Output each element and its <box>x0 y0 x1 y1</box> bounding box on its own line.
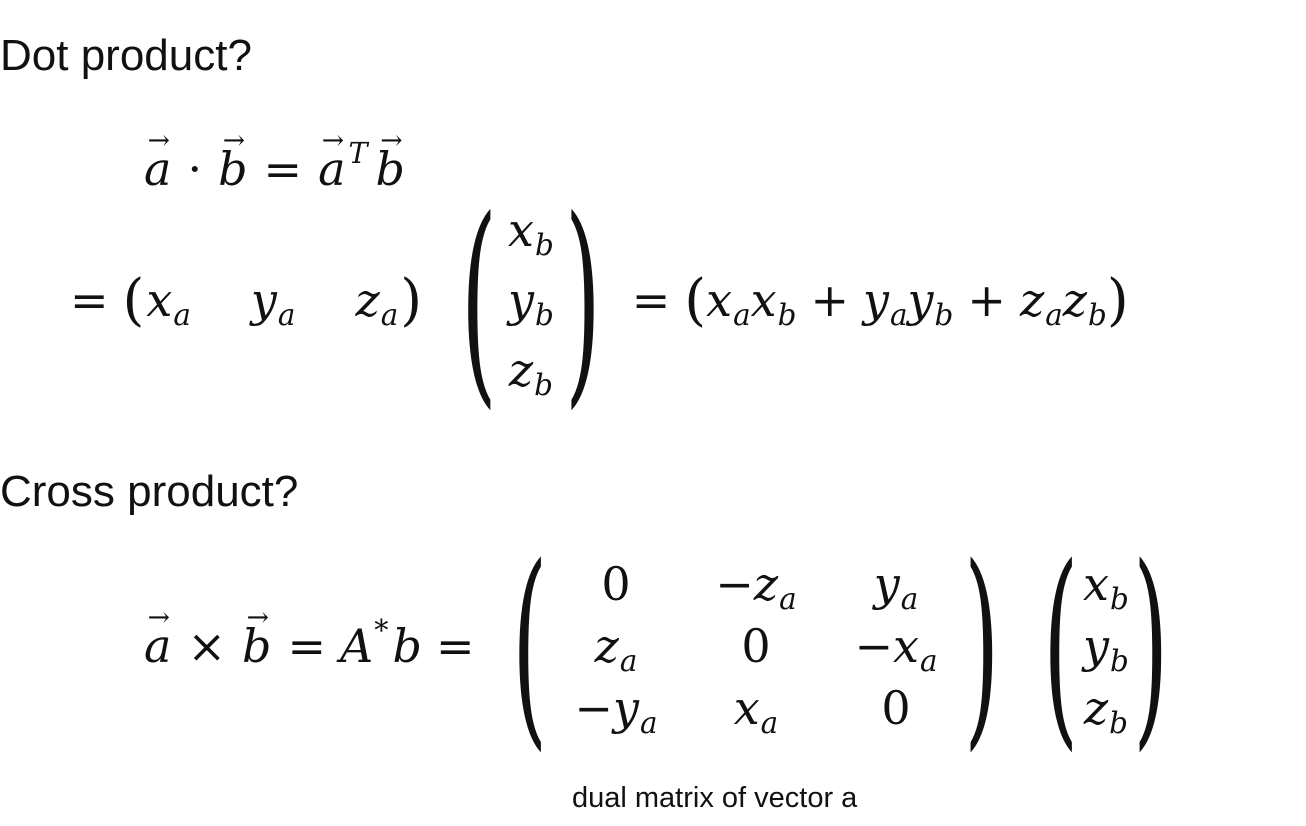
right-paren: ) <box>564 172 601 428</box>
vector-b: b <box>240 619 273 673</box>
dot-product-heading: Dot product? <box>0 31 252 80</box>
matrix-cell: −ya <box>574 681 658 741</box>
cross-product-heading: Cross product? <box>0 467 299 516</box>
matrix-cell: za <box>594 619 638 679</box>
times-operator: × <box>187 619 226 673</box>
column-vector-b: xb yb zb <box>1082 553 1129 741</box>
dot-product-expansion: = ( xa ya za ) ( xb yb zb ) = ( xaxb + y… <box>70 186 1129 414</box>
vector-b-plain: b <box>392 619 422 673</box>
matrix-cell: ya <box>873 557 919 617</box>
matrix-cell: xa <box>733 681 779 741</box>
dot-operator: · <box>187 142 203 196</box>
star-superscript: * <box>374 613 389 647</box>
matrix-cell: 0 <box>601 557 631 611</box>
left-paren: ( <box>461 172 498 428</box>
vector-a: a <box>142 142 173 196</box>
right-paren: ) <box>400 267 423 333</box>
column-vector-b: xb yb zb <box>508 195 554 405</box>
equals-sign: = <box>263 142 303 196</box>
plus-sign: + <box>810 273 849 327</box>
dot-product-definition: a · b = aT b <box>142 137 407 196</box>
cell-yb: yb <box>508 273 554 333</box>
right-paren: ) <box>1106 267 1129 333</box>
matrix-cell: −za <box>715 557 797 617</box>
expansion-term-y: yayb <box>862 273 954 333</box>
cell-zb: zb <box>1083 681 1128 741</box>
left-paren: ( <box>512 521 548 770</box>
vector-a: a <box>316 142 347 196</box>
left-paren: ( <box>122 267 145 333</box>
plus-sign: + <box>967 273 1006 327</box>
cell-xb: xb <box>508 203 554 263</box>
vector-b: b <box>216 142 249 196</box>
left-paren: ( <box>684 267 707 333</box>
cell-zb: zb <box>508 343 553 403</box>
expansion-term-z: zazb <box>1019 273 1107 333</box>
cell-yb: yb <box>1082 619 1129 679</box>
cell-xb: xb <box>1083 557 1129 617</box>
equals-sign: = <box>435 619 475 673</box>
equals-sign: = <box>631 273 671 327</box>
equals-sign: = <box>70 273 109 327</box>
row-vector-a: xa ya za <box>144 273 400 333</box>
transpose-superscript: T <box>348 136 368 170</box>
dual-matrix: 0 −za ya za 0 −xa −ya xa 0 <box>546 553 966 741</box>
vector-a: a <box>142 619 173 673</box>
matrix-cell: −xa <box>854 619 938 679</box>
vector-b: b <box>374 142 407 196</box>
cell-xa: xa <box>146 273 191 333</box>
matrix-cell: 0 <box>881 681 911 735</box>
cell-za: za <box>355 273 399 333</box>
right-paren: ) <box>964 521 1000 770</box>
dual-matrix-caption: dual matrix of vector a <box>572 782 858 814</box>
equals-sign: = <box>287 619 326 673</box>
matrix-cell: 0 <box>741 619 771 673</box>
cell-ya: ya <box>250 273 296 333</box>
dual-matrix-symbol: A <box>339 619 374 673</box>
right-paren: ) <box>1133 521 1169 770</box>
cross-product-definition: a × b = A*b = ( 0 −za ya za 0 −xa −ya xa… <box>142 538 1192 754</box>
expansion-term-x: xaxb <box>706 273 797 333</box>
left-paren: ( <box>1043 521 1079 770</box>
